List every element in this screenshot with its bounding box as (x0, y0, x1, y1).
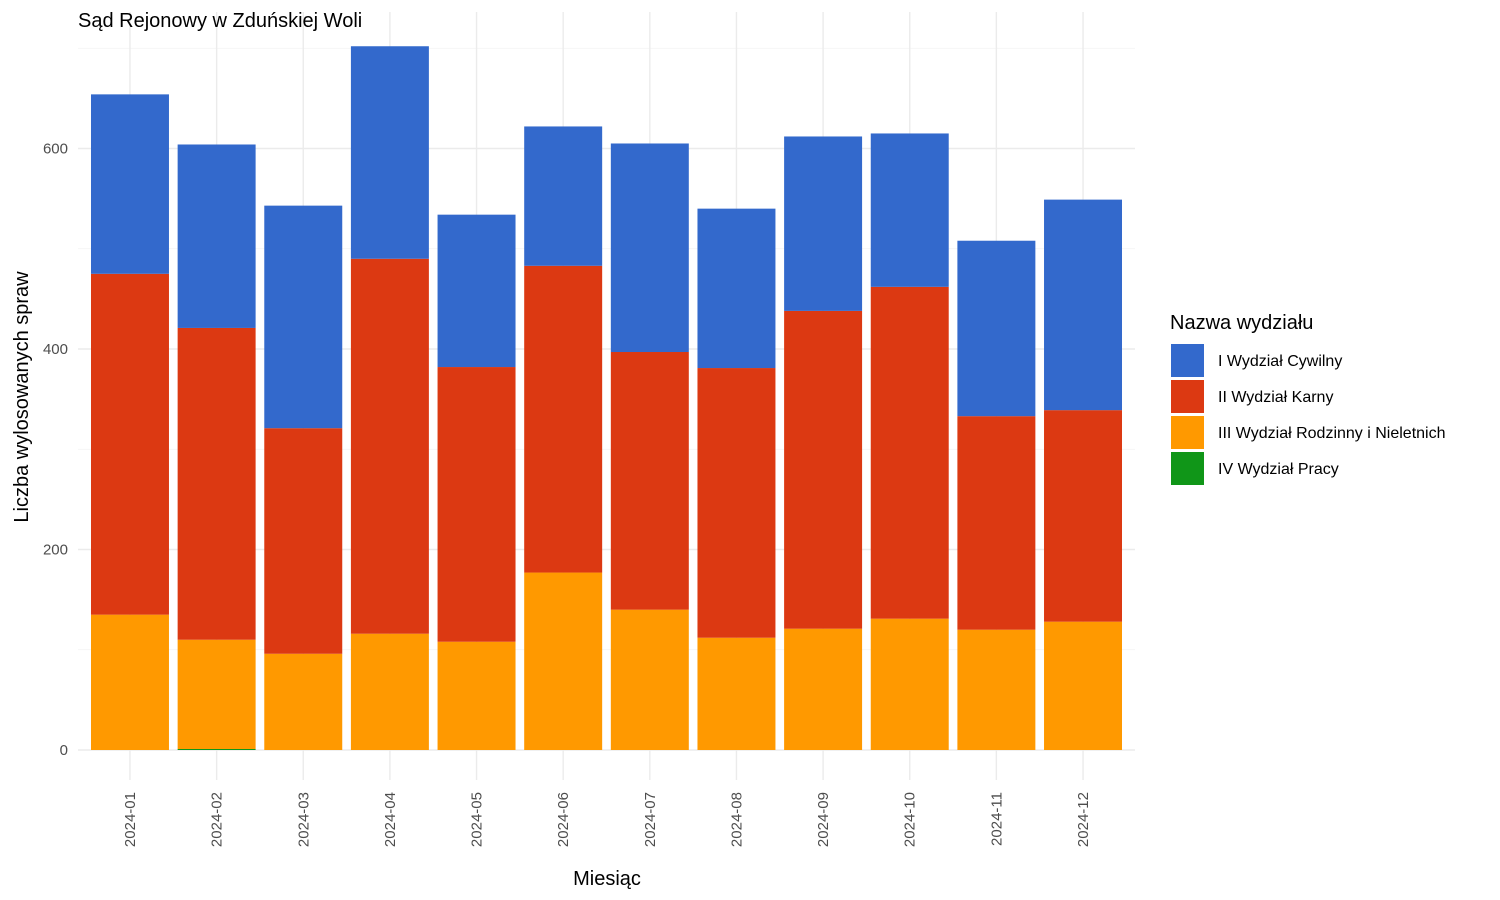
x-axis-title: Miesiąc (573, 868, 641, 890)
legend-swatch (1171, 344, 1204, 377)
x-tick-label: 2024-12 (1075, 792, 1092, 847)
bar-segment (957, 416, 1036, 630)
legend-label: III Wydział Rodzinny i Nieletnich (1218, 425, 1446, 442)
bar-segment (177, 327, 256, 640)
y-tick-label: 0 (60, 742, 68, 759)
legend-swatch (1171, 416, 1204, 449)
bar-segment (870, 286, 949, 619)
x-tick-label: 2024-04 (382, 792, 399, 847)
bar-segment (350, 258, 429, 634)
bar-segment (177, 748, 256, 750)
bar-segment (524, 265, 603, 573)
x-tick-label: 2024-08 (728, 792, 745, 847)
bar-segment (957, 240, 1036, 417)
x-tick-label: 2024-10 (902, 792, 919, 847)
x-tick-label: 2024-02 (209, 792, 226, 847)
bar-segment (870, 618, 949, 750)
legend-swatch (1171, 380, 1204, 413)
bar-segment (437, 367, 516, 642)
bar-segment (1044, 410, 1123, 622)
bar-segment (1044, 621, 1123, 750)
bar-segment (784, 628, 863, 750)
bar-segment (177, 639, 256, 749)
bar-segment (1044, 199, 1123, 411)
bar-segment (264, 205, 343, 429)
legend: Nazwa wydziału I Wydział Cywilny II Wydzi… (1170, 312, 1446, 485)
bar-segment (264, 428, 343, 654)
chart-title: Sąd Rejonowy w Zduńskiej Woli (78, 10, 362, 32)
x-tick-label: 2024-03 (295, 792, 312, 847)
legend-swatch (1171, 452, 1204, 485)
bar-segment (437, 214, 516, 368)
x-tick-label: 2024-06 (555, 792, 572, 847)
bar-segment (90, 614, 169, 750)
bar-segment (957, 629, 1036, 750)
axes: 0 200 400 600 2024-01 2024-02 2024-03 2024-04 20… (43, 141, 1092, 848)
bar-segment (524, 572, 603, 750)
bar-segment (350, 46, 429, 259)
bar-segment (697, 637, 776, 750)
bar-segment (697, 208, 776, 369)
bar-segment (610, 609, 689, 750)
bar-segment (90, 273, 169, 615)
bar-segment (610, 352, 689, 610)
legend-title: Nazwa wydziału (1170, 312, 1313, 334)
y-tick-label: 400 (43, 341, 68, 358)
bar-segment (264, 653, 343, 750)
bar-segment (610, 143, 689, 353)
x-tick-label: 2024-07 (642, 792, 659, 847)
bar-segment (177, 144, 256, 328)
bars (90, 46, 1123, 750)
y-axis-title: Liczba wylosowanych spraw (11, 271, 33, 523)
y-tick-label: 600 (43, 141, 68, 158)
bar-segment (350, 633, 429, 750)
x-tick-label: 2024-01 (122, 792, 139, 847)
bar-segment (697, 368, 776, 638)
bar-segment (870, 133, 949, 287)
legend-label: IV Wydział Pracy (1218, 461, 1339, 478)
bar-segment (784, 310, 863, 629)
bar-segment (784, 136, 863, 311)
bar-segment (524, 126, 603, 266)
legend-label: II Wydział Karny (1218, 389, 1333, 406)
x-tick-label: 2024-09 (815, 792, 832, 847)
x-tick-label: 2024-11 (988, 792, 1005, 846)
y-tick-label: 200 (43, 542, 68, 559)
bar-segment (90, 94, 169, 274)
x-tick-label: 2024-05 (469, 792, 486, 847)
bar-segment (437, 641, 516, 750)
legend-label: I Wydział Cywilny (1218, 353, 1342, 370)
